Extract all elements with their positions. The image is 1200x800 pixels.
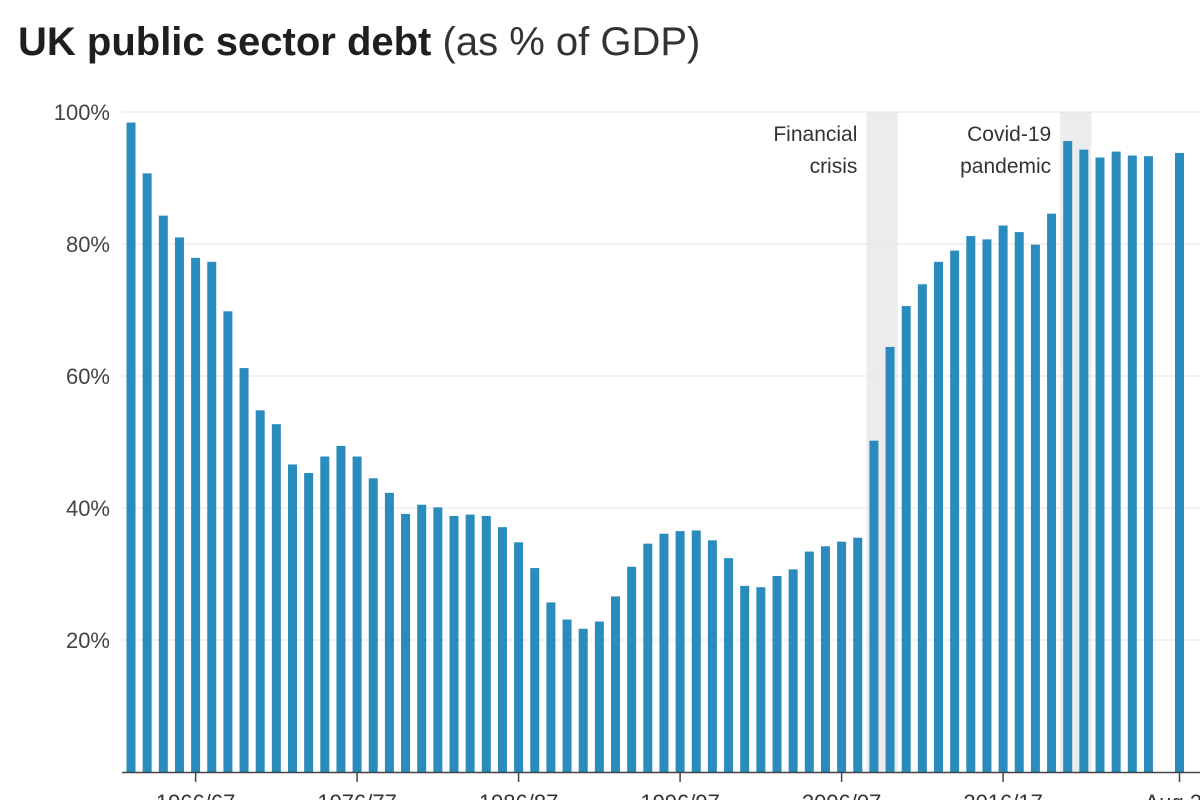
bar xyxy=(271,424,281,772)
bar xyxy=(998,225,1008,772)
bar xyxy=(223,311,233,772)
bar xyxy=(126,122,136,772)
bar xyxy=(1143,156,1153,773)
bar xyxy=(756,587,766,772)
bar xyxy=(837,541,847,772)
bar xyxy=(530,568,540,772)
bar xyxy=(675,531,685,772)
bar-latest xyxy=(1175,152,1184,773)
annotation-1-line: crisis xyxy=(810,155,858,178)
bar xyxy=(1095,157,1105,773)
bar xyxy=(853,537,863,772)
bar xyxy=(934,261,943,772)
bar xyxy=(481,515,491,772)
y-tick-label: 100% xyxy=(54,100,110,125)
bar xyxy=(772,575,782,772)
bar xyxy=(255,410,265,772)
bar xyxy=(514,542,524,772)
bar xyxy=(869,440,879,772)
bar xyxy=(336,445,346,772)
bar xyxy=(1079,149,1089,772)
bar xyxy=(497,527,507,772)
bar xyxy=(1014,232,1024,772)
bar xyxy=(304,473,314,772)
bar xyxy=(207,261,217,772)
bar xyxy=(820,546,830,772)
x-tick-label: 2016/17 xyxy=(963,790,1043,800)
bar xyxy=(611,596,620,772)
x-tick-label: 1996/97 xyxy=(640,790,720,800)
bar xyxy=(368,478,378,772)
bar xyxy=(320,456,330,772)
bar xyxy=(1047,213,1057,772)
bar xyxy=(724,558,734,772)
chart-title-sub: (as % of GDP) xyxy=(442,20,701,64)
bar xyxy=(917,284,927,772)
bar xyxy=(966,236,976,772)
bar xyxy=(158,215,168,772)
x-tick-label: 1966/67 xyxy=(156,790,236,800)
bar xyxy=(288,464,297,772)
x-tick-label: 1976/77 xyxy=(317,790,397,800)
bar xyxy=(643,543,653,772)
bar xyxy=(950,250,960,773)
bar xyxy=(885,346,895,772)
x-tick-label: Aug 20 xyxy=(1145,790,1200,800)
bar xyxy=(1111,151,1121,773)
bar xyxy=(174,237,184,772)
bar xyxy=(1127,155,1137,772)
bar xyxy=(627,566,637,772)
bar xyxy=(449,515,459,772)
bar xyxy=(594,621,604,772)
bar xyxy=(901,306,911,772)
y-tick-label: 40% xyxy=(66,496,110,521)
bar xyxy=(239,368,249,772)
x-tick-label: 2006/07 xyxy=(802,790,882,800)
bar xyxy=(707,540,717,772)
annotation-2-line: pandemic xyxy=(960,155,1051,178)
bar xyxy=(982,239,992,772)
bar xyxy=(191,257,201,772)
bar xyxy=(578,628,588,772)
annotation-2-line: Covid-19 xyxy=(967,123,1051,146)
bar xyxy=(562,619,572,772)
bar xyxy=(384,492,394,772)
y-tick-label: 20% xyxy=(66,628,110,653)
bar xyxy=(788,569,798,772)
bar xyxy=(691,530,701,772)
bar xyxy=(142,173,152,772)
chart-title-main: UK public sector debt xyxy=(18,20,432,64)
bar xyxy=(433,507,443,772)
bar xyxy=(740,585,750,772)
bar xyxy=(1063,141,1073,773)
bar xyxy=(1030,244,1040,772)
y-tick-label: 80% xyxy=(66,232,110,257)
bar xyxy=(804,551,814,772)
bar xyxy=(465,514,475,772)
bar xyxy=(417,504,427,772)
bar xyxy=(401,513,411,772)
bar xyxy=(546,602,556,772)
bar xyxy=(352,456,362,772)
annotation-1-line: Financial xyxy=(773,123,857,146)
bar xyxy=(659,533,669,772)
y-tick-label: 60% xyxy=(66,364,110,389)
x-tick-label: 1986/87 xyxy=(479,790,559,800)
chart-title: UK public sector debt (as % of GDP) xyxy=(18,22,700,62)
